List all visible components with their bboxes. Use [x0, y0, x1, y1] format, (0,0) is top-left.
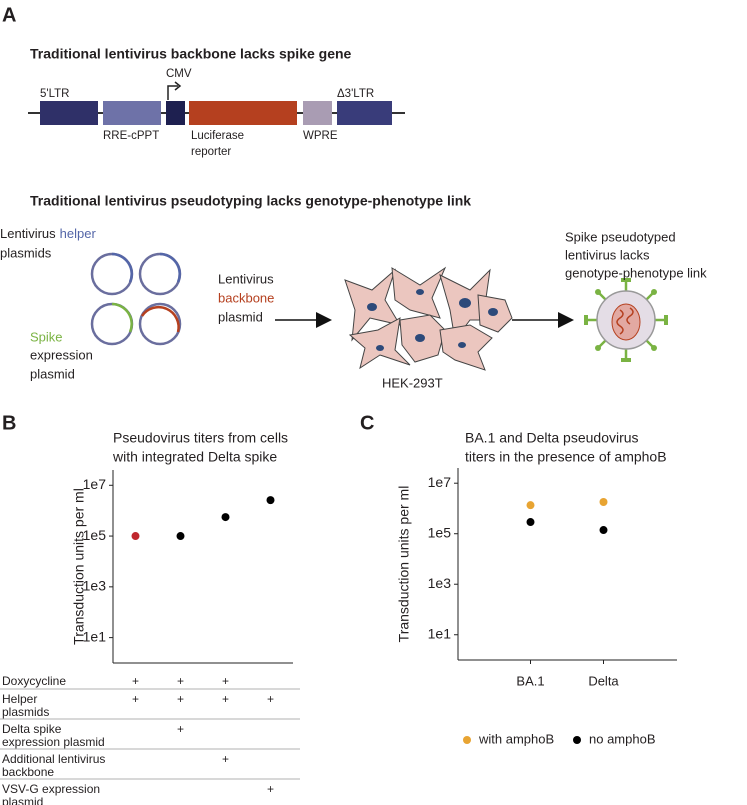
- panel-title: Traditional lentivirus pseudotyping lack…: [30, 193, 471, 209]
- y-tick-label: 1e1: [83, 628, 107, 644]
- panel-letter: C: [360, 412, 374, 434]
- table-cell: +: [177, 674, 184, 688]
- row-label: expression plasmid: [2, 735, 105, 749]
- point: [131, 532, 140, 541]
- backbone-text: plasmid: [218, 309, 263, 324]
- x-tick-label: Delta: [588, 673, 619, 688]
- virus-text: genotype-phenotype link: [565, 265, 707, 280]
- element-label: 5'LTR: [40, 88, 69, 100]
- table-cell: +: [222, 674, 229, 688]
- point: [221, 513, 230, 522]
- chart-title: BA.1 and Delta pseudovirus: [465, 430, 639, 446]
- point: [599, 526, 608, 535]
- y-axis-label: Transduction units per ml: [396, 486, 412, 643]
- nuclei: [367, 289, 498, 351]
- backbone-map: [28, 81, 405, 125]
- row-label: backbone: [2, 765, 54, 779]
- backbone-text: Lentivirus: [218, 271, 274, 286]
- text-part: helper: [60, 226, 97, 241]
- point: [599, 498, 608, 507]
- virus-text: Spike pseudotyped: [565, 229, 676, 244]
- row-label: Additional lentivirus: [2, 752, 105, 766]
- legend-label: no amphoB: [589, 731, 656, 746]
- y-tick-label: 1e7: [83, 476, 107, 492]
- y-tick-label: 1e7: [428, 474, 452, 490]
- chart-title: Pseudovirus titers from cells: [113, 430, 288, 446]
- panel-letter: A: [2, 4, 16, 26]
- y-tick-label: 1e5: [428, 524, 452, 540]
- spike-text: plasmid: [30, 366, 75, 381]
- row-label: VSV-G expression: [2, 782, 100, 796]
- y-tick-label: 1e3: [428, 575, 452, 591]
- chart-title: titers in the presence of amphoB: [465, 449, 667, 465]
- helper-text: plasmids: [0, 245, 52, 260]
- point: [266, 496, 275, 505]
- row-label: Doxycycline: [2, 674, 66, 688]
- y-axis-label: Transduction units per ml: [71, 488, 87, 645]
- row-label: plasmids: [2, 705, 49, 719]
- spike-text: Spike: [30, 329, 63, 344]
- table-cell: +: [267, 692, 274, 706]
- cell-label: HEK-293T: [382, 375, 443, 390]
- table-cell: +: [267, 782, 274, 796]
- element-label: reporter: [191, 146, 231, 158]
- virus-text: lentivirus lacks: [565, 247, 650, 262]
- table-cell: +: [177, 692, 184, 706]
- point: [526, 501, 535, 510]
- point: [526, 518, 535, 527]
- table-cell: +: [132, 692, 139, 706]
- chart-title: with integrated Delta spike: [112, 449, 277, 465]
- legend-swatch: [573, 736, 581, 744]
- table-cell: +: [222, 692, 229, 706]
- element-label: Luciferase: [191, 130, 244, 142]
- y-tick-label: 1e3: [83, 578, 107, 594]
- y-tick-label: 1e5: [83, 527, 107, 543]
- row-label: plasmid: [2, 795, 43, 805]
- cells: [344, 266, 513, 371]
- panel-title: Traditional lentivirus backbone lacks sp…: [30, 46, 352, 62]
- arrow: [275, 312, 574, 328]
- virus: [584, 278, 668, 362]
- backbone-text: backbone: [218, 290, 274, 305]
- table-cell: +: [177, 722, 184, 736]
- spike-text: expression: [30, 347, 93, 362]
- table-cell: +: [132, 674, 139, 688]
- y-tick-label: 1e1: [428, 625, 452, 641]
- legend-swatch: [463, 736, 471, 744]
- element-label: CMV: [166, 68, 192, 80]
- plasmids: [90, 252, 182, 346]
- row-label: Helper: [2, 692, 37, 706]
- element-label: WPRE: [303, 130, 338, 142]
- element-label: RRE-cPPT: [103, 130, 159, 142]
- table-cell: +: [222, 752, 229, 766]
- row-label: Delta spike: [2, 722, 62, 736]
- point: [176, 532, 185, 541]
- helper-text: Lentivirus helper: [0, 226, 96, 241]
- x-tick-label: BA.1: [516, 673, 544, 688]
- element-label: Δ3'LTR: [337, 88, 374, 100]
- panel-letter: B: [2, 412, 16, 434]
- text-part: Lentivirus: [0, 226, 56, 241]
- legend-label: with amphoB: [478, 731, 554, 746]
